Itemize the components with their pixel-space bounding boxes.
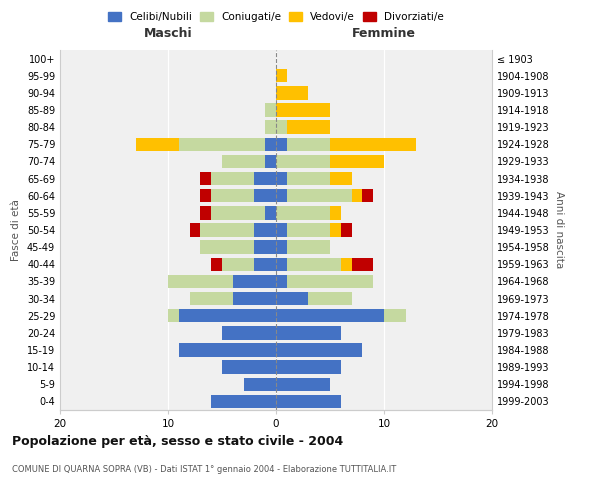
Bar bbox=[168, 309, 179, 322]
Bar bbox=[254, 258, 276, 271]
Bar bbox=[211, 172, 254, 186]
Bar bbox=[265, 138, 276, 151]
Bar bbox=[233, 292, 276, 306]
Y-axis label: Anni di nascita: Anni di nascita bbox=[554, 192, 563, 268]
Legend: Celibi/Nubili, Coniugati/e, Vedovi/e, Divorziati/e: Celibi/Nubili, Coniugati/e, Vedovi/e, Di… bbox=[104, 8, 448, 26]
Bar bbox=[190, 224, 200, 236]
Bar bbox=[254, 224, 276, 236]
Bar bbox=[265, 120, 276, 134]
Bar bbox=[254, 189, 276, 202]
Bar bbox=[200, 240, 254, 254]
Bar bbox=[179, 138, 265, 151]
Bar bbox=[276, 344, 362, 356]
Bar bbox=[287, 138, 330, 151]
Bar bbox=[254, 240, 276, 254]
Bar bbox=[352, 189, 362, 202]
Bar bbox=[211, 258, 222, 271]
Text: Popolazione per età, sesso e stato civile - 2004: Popolazione per età, sesso e stato civil… bbox=[12, 435, 343, 448]
Bar bbox=[352, 258, 373, 271]
Bar bbox=[287, 258, 341, 271]
Bar bbox=[179, 344, 276, 356]
Bar bbox=[330, 138, 416, 151]
Bar bbox=[287, 172, 330, 186]
Bar bbox=[276, 154, 330, 168]
Text: COMUNE DI QUARNA SOPRA (VB) - Dati ISTAT 1° gennaio 2004 - Elaborazione TUTTITAL: COMUNE DI QUARNA SOPRA (VB) - Dati ISTAT… bbox=[12, 465, 396, 474]
Bar bbox=[308, 292, 352, 306]
Bar bbox=[330, 154, 384, 168]
Bar bbox=[287, 189, 352, 202]
Text: Femmine: Femmine bbox=[352, 26, 416, 40]
Bar bbox=[265, 206, 276, 220]
Bar bbox=[287, 240, 330, 254]
Bar bbox=[233, 274, 276, 288]
Y-axis label: Fasce di età: Fasce di età bbox=[11, 199, 21, 261]
Bar bbox=[222, 360, 276, 374]
Bar bbox=[276, 104, 330, 117]
Bar bbox=[254, 172, 276, 186]
Bar bbox=[222, 258, 254, 271]
Bar bbox=[276, 206, 330, 220]
Bar bbox=[244, 378, 276, 391]
Bar bbox=[276, 309, 384, 322]
Bar bbox=[200, 206, 211, 220]
Bar bbox=[276, 360, 341, 374]
Text: Maschi: Maschi bbox=[143, 26, 193, 40]
Bar bbox=[265, 104, 276, 117]
Bar bbox=[287, 120, 330, 134]
Bar bbox=[190, 292, 233, 306]
Bar bbox=[222, 154, 265, 168]
Bar bbox=[276, 274, 287, 288]
Bar bbox=[276, 292, 308, 306]
Bar bbox=[265, 154, 276, 168]
Bar bbox=[136, 138, 179, 151]
Bar bbox=[222, 326, 276, 340]
Bar bbox=[211, 394, 276, 408]
Bar bbox=[200, 189, 211, 202]
Bar bbox=[200, 224, 254, 236]
Bar bbox=[330, 206, 341, 220]
Bar bbox=[330, 172, 352, 186]
Bar bbox=[384, 309, 406, 322]
Bar bbox=[179, 309, 276, 322]
Bar bbox=[276, 394, 341, 408]
Bar bbox=[341, 258, 352, 271]
Bar bbox=[276, 258, 287, 271]
Bar bbox=[276, 69, 287, 82]
Bar bbox=[276, 189, 287, 202]
Bar bbox=[276, 378, 330, 391]
Bar bbox=[330, 224, 341, 236]
Bar bbox=[276, 138, 287, 151]
Bar bbox=[276, 172, 287, 186]
Bar bbox=[211, 189, 254, 202]
Bar bbox=[168, 274, 233, 288]
Bar bbox=[362, 189, 373, 202]
Bar bbox=[276, 86, 308, 100]
Bar bbox=[287, 274, 373, 288]
Bar bbox=[276, 326, 341, 340]
Bar bbox=[211, 206, 265, 220]
Bar bbox=[276, 120, 287, 134]
Bar bbox=[276, 240, 287, 254]
Bar bbox=[287, 224, 330, 236]
Bar bbox=[341, 224, 352, 236]
Bar bbox=[200, 172, 211, 186]
Bar bbox=[276, 224, 287, 236]
